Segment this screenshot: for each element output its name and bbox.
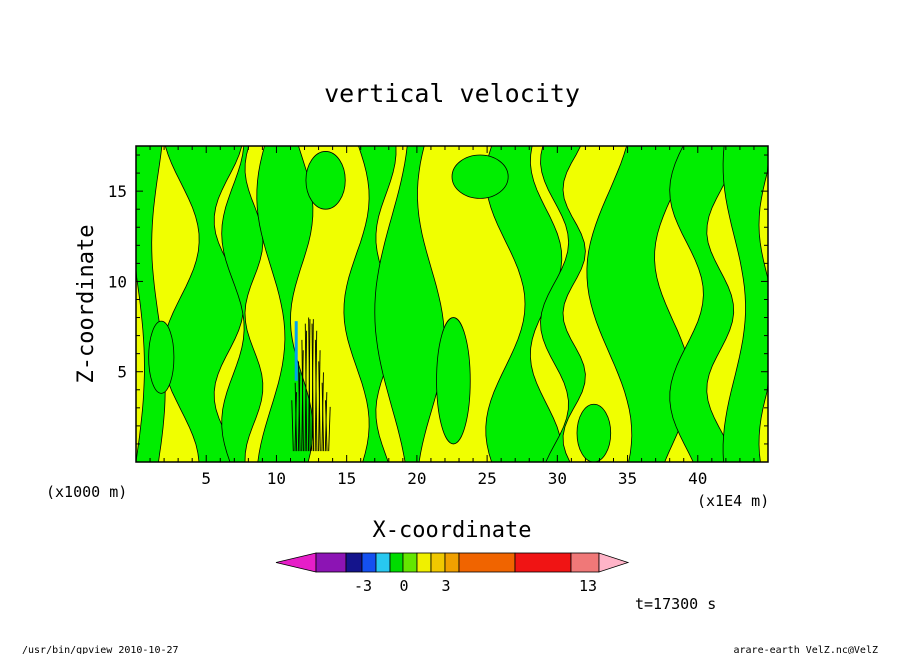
- y-tick-label: 5: [117, 363, 127, 382]
- time-label: t=17300 s: [635, 595, 716, 613]
- colorbar: [275, 552, 630, 573]
- wave-contour: [298, 361, 301, 452]
- wave-packet: [291, 317, 331, 452]
- x-tick-label: 30: [548, 469, 567, 488]
- wave-contour: [301, 339, 304, 452]
- velocity-field: [135, 145, 769, 463]
- y-axis-label: Z-coordinate: [74, 225, 99, 384]
- x-axis-ticks: 5 10 15 20 25 30 35 40: [149, 146, 755, 488]
- negative-velocity-cell: [148, 320, 175, 394]
- negative-velocity-cell: [436, 317, 471, 445]
- wave-contour: [294, 382, 298, 452]
- colorbar-segment: [430, 552, 446, 573]
- x-tick-label: 5: [201, 469, 211, 488]
- wave-contour: [328, 406, 331, 452]
- x-unit-right: (x1E4 m): [697, 492, 769, 510]
- negative-velocity-cell: [451, 154, 509, 199]
- y-tick-label: 15: [108, 182, 127, 201]
- colorbar-label: 3: [441, 577, 450, 595]
- colorbar-label: 13: [579, 577, 597, 595]
- x-tick-label: 25: [477, 469, 496, 488]
- negative-velocity-cell: [576, 403, 612, 463]
- negative-velocity-cell: [305, 151, 346, 210]
- x-tick-label: 40: [688, 469, 707, 488]
- y-axis-ticks: 5 10 15: [108, 154, 768, 445]
- x-tick-label: 20: [407, 469, 426, 488]
- colorbar-segment: [345, 552, 363, 573]
- footer-right: arare-earth_VelZ.nc@VelZ: [734, 645, 879, 654]
- x-tick-label: 15: [337, 469, 356, 488]
- colorbar-segment: [402, 552, 418, 573]
- colorbar-label: 0: [399, 577, 408, 595]
- wave-contour: [304, 323, 308, 452]
- x-unit-left: (x1000 m): [46, 483, 127, 501]
- strong-downdraft: [294, 321, 298, 381]
- x-axis-label: X-coordinate: [373, 518, 532, 543]
- wave-contour: [321, 382, 325, 452]
- wave-contour: [311, 323, 314, 452]
- x-tick-label: 10: [267, 469, 286, 488]
- colorbar-segment: [375, 552, 391, 573]
- colorbar-segment: [416, 552, 432, 573]
- colorbar-min-arrow: [275, 552, 317, 573]
- x-tick-label: 35: [618, 469, 637, 488]
- plot-frame: [135, 145, 769, 463]
- plot-area: 5 10 15 20 25 30 35 40 5 10 15: [108, 145, 769, 488]
- colorbar-segment: [570, 552, 600, 573]
- wave-contour: [314, 339, 318, 452]
- wave-contour: [308, 317, 311, 452]
- colorbar-segment: [458, 552, 516, 573]
- colorbar-segment: [315, 552, 347, 573]
- colorbar-labels: -3 0 3 13: [354, 577, 597, 595]
- colorbar-segment: [444, 552, 460, 573]
- colorbar-segment: [361, 552, 377, 573]
- chart-title: vertical velocity: [324, 79, 580, 108]
- wave-contour: [318, 361, 321, 452]
- colorbar-label: -3: [354, 577, 372, 595]
- wave-contour: [325, 400, 328, 452]
- wave-contour: [291, 400, 294, 452]
- colorbar-max-arrow: [598, 552, 630, 573]
- footer-left: /usr/bin/gpview 2010-10-27: [22, 645, 179, 654]
- y-tick-label: 10: [108, 272, 127, 291]
- colorbar-segment: [514, 552, 572, 573]
- colorbar-segment: [389, 552, 404, 573]
